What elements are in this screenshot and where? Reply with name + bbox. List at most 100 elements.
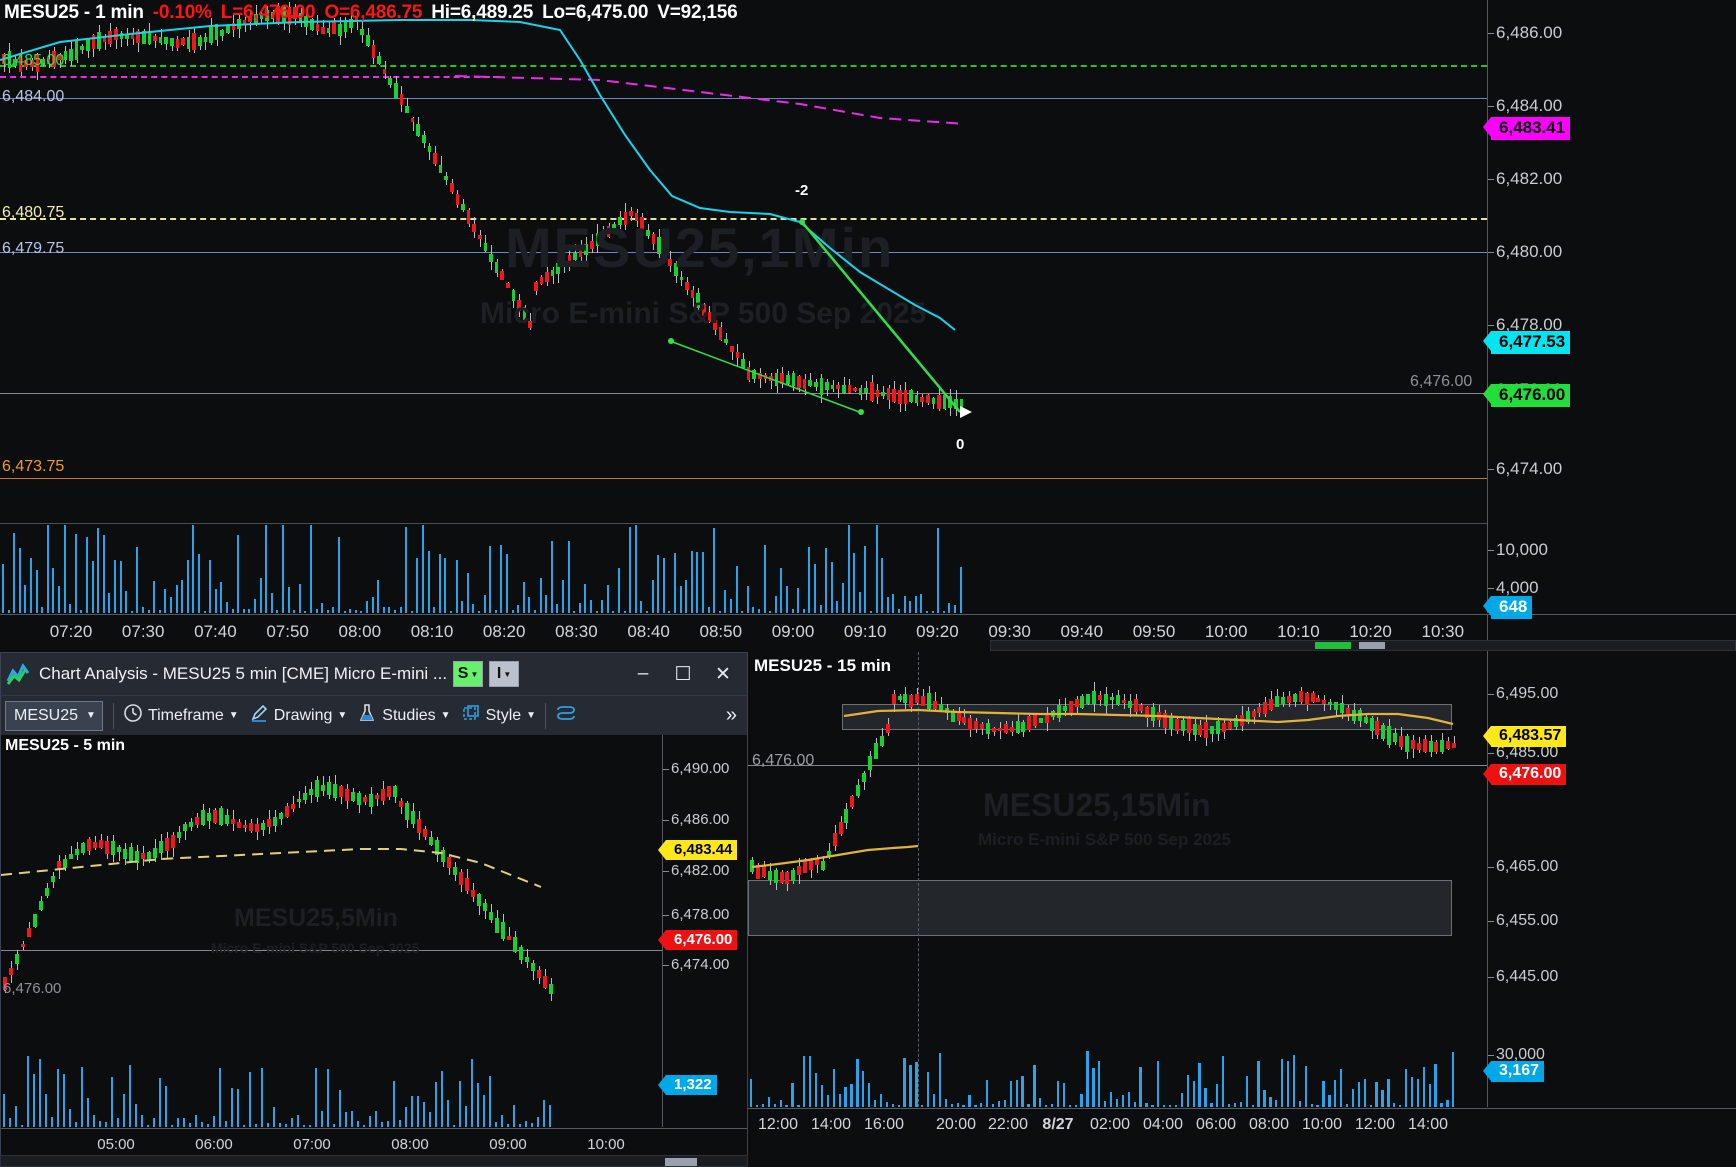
volume-bar <box>270 593 273 613</box>
close-button[interactable]: ✕ <box>715 663 731 685</box>
volume-bar <box>707 606 710 613</box>
chart-5min-last-price-line <box>1 950 662 951</box>
chart-toolbar[interactable]: MESU25 ▼ Timeframe ▼ Drawing ▼ <box>1 695 747 735</box>
volume-bar <box>1251 1105 1254 1107</box>
candle-body <box>836 384 840 390</box>
timeframe-label: Timeframe <box>147 706 224 724</box>
main-chart-1min[interactable]: MESU25 - 1 min -0.10% L=6,476.00 O=6,486.75… <box>0 0 1736 652</box>
candle-wick <box>1454 736 1456 748</box>
symbol-selector[interactable]: MESU25 ▼ <box>5 700 103 731</box>
scrollbar-thumb-main[interactable] <box>1359 642 1385 649</box>
price-axis-badge: 3,167 <box>1483 1061 1545 1083</box>
volume-bar <box>780 567 783 613</box>
candle-body <box>1186 717 1191 734</box>
chevron-down-icon-drawing: ▼ <box>337 710 348 721</box>
volume-bar <box>702 552 704 613</box>
style-menu[interactable]: Style ▼ <box>456 699 541 733</box>
chart-15min-time-axis[interactable]: 12:00 14:00 16:00 20:00 22:00 8/27 02:00 04:00 0… <box>748 1108 1736 1148</box>
candle-body <box>141 852 145 860</box>
volume-bar <box>842 582 844 613</box>
candle-body <box>1039 718 1044 723</box>
candle-body <box>578 245 583 257</box>
chart-5min-price-axis[interactable]: 6,490.00 6,486.00 6,482.00 6,478.00 6,474.00… <box>658 735 747 1127</box>
volume-bar <box>1222 1056 1225 1107</box>
candle-body <box>1174 719 1179 732</box>
candle-body <box>86 38 90 51</box>
pencil-icon <box>249 703 269 728</box>
maximize-button[interactable]: ☐ <box>674 663 692 685</box>
time-axis-label: 08:50 <box>699 622 743 641</box>
candle-body <box>171 834 175 849</box>
volume-bar <box>885 1101 889 1107</box>
volume-bar <box>944 1098 948 1107</box>
volume-bar <box>769 610 772 613</box>
chart-15min-price-axis[interactable]: 6,495.00 6,485.00 6,465.00 6,455.00 6,445.00… <box>1483 652 1736 1107</box>
candle-body <box>844 809 849 824</box>
candle-wick <box>726 333 728 345</box>
candle-body <box>315 23 320 32</box>
candle-body <box>339 786 343 798</box>
candle-body <box>797 865 802 875</box>
main-chart-horizontal-scrollbar[interactable] <box>990 640 1736 651</box>
volume-bar <box>343 611 346 613</box>
link-group-button[interactable] <box>550 699 582 733</box>
price-axis-tick: 6,455.00 <box>1487 912 1559 929</box>
chart-5min-plot-area[interactable]: MESU25 - 5 min MESU25,5Min Micro E-mini … <box>1 735 662 1127</box>
volume-bar <box>623 610 626 613</box>
drawing-menu[interactable]: Drawing ▼ <box>244 699 353 733</box>
time-axis-label: 09:50 <box>1132 622 1176 641</box>
insert-button-label: I <box>496 665 502 682</box>
chevron-down-icon: ▼ <box>470 669 479 679</box>
volume-bar <box>366 600 368 613</box>
volume-bar <box>91 561 94 613</box>
main-chart-plot-area[interactable]: MESU25,1Min Micro E-mini S&P 500 Sep 202… <box>0 0 1487 613</box>
volume-bar <box>293 610 296 613</box>
volume-bar <box>201 1121 204 1127</box>
volume-bar <box>1121 1095 1125 1107</box>
volume-bar <box>685 580 688 613</box>
insert-button[interactable]: I ▼ <box>489 661 520 687</box>
candle-body <box>513 937 517 953</box>
candle-wick <box>412 117 414 131</box>
quote-symbol: MESU25 - 1 min <box>4 2 144 23</box>
candle-body <box>519 946 523 961</box>
minimize-button[interactable]: – <box>637 663 649 684</box>
volume-bar <box>921 1105 924 1107</box>
chart-5min-area[interactable]: MESU25 - 5 min MESU25,5Min Micro E-mini … <box>1 735 747 1166</box>
volume-bar <box>237 534 240 613</box>
quote-change-pct: -0.10% <box>152 2 212 23</box>
candle-body <box>567 255 572 268</box>
toolbar-overflow-button[interactable]: » <box>725 704 737 726</box>
candle-body <box>136 31 140 44</box>
chart-analysis-window-5min[interactable]: Chart Analysis - MESU25 5 min [CME] Micr… <box>0 652 748 1167</box>
candle-body <box>483 242 488 251</box>
timeframe-menu[interactable]: Timeframe ▼ <box>118 699 244 733</box>
toolbar-separator-1 <box>112 702 114 729</box>
snapshot-button[interactable]: S ▼ <box>453 661 484 687</box>
candle-body <box>1393 732 1398 743</box>
volume-bar <box>285 1124 288 1127</box>
candle-body <box>203 36 208 42</box>
candle-wick <box>838 382 840 399</box>
window-titlebar[interactable]: Chart Analysis - MESU25 5 min [CME] Micr… <box>1 653 747 695</box>
chart-panel-15min[interactable]: MESU25 - 15 min MESU25,15Min Micro E-min… <box>748 652 1736 1167</box>
time-axis-label: 07:20 <box>49 622 93 641</box>
volume-bar <box>1133 1102 1136 1107</box>
chart-5min-time-axis[interactable]: 05:00 06:00 07:00 08:00 09:00 10:00 <box>1 1128 747 1166</box>
candle-body <box>381 789 385 801</box>
candle-body <box>980 724 985 730</box>
candle-body <box>153 848 157 858</box>
candle-body <box>371 44 376 58</box>
chart-5min-horizontal-scrollbar[interactable] <box>0 1155 748 1167</box>
main-chart-price-axis[interactable]: 6,486.00 6,484.00 6,482.00 6,480.00 6,478.00… <box>1483 0 1736 619</box>
studies-menu[interactable]: Studies ▼ <box>352 699 455 733</box>
volume-bar <box>1192 1081 1195 1107</box>
scrollbar-thumb-5min[interactable] <box>665 1158 697 1166</box>
studies-label: Studies <box>382 706 436 724</box>
volume-bar <box>363 1124 366 1127</box>
candle-body <box>411 811 415 825</box>
volume-bar <box>758 608 760 613</box>
chart-15min-plot-area[interactable]: MESU25 - 15 min MESU25,15Min Micro E-min… <box>748 652 1487 1107</box>
volume-bar <box>809 1055 812 1107</box>
volume-bar <box>135 1104 138 1127</box>
